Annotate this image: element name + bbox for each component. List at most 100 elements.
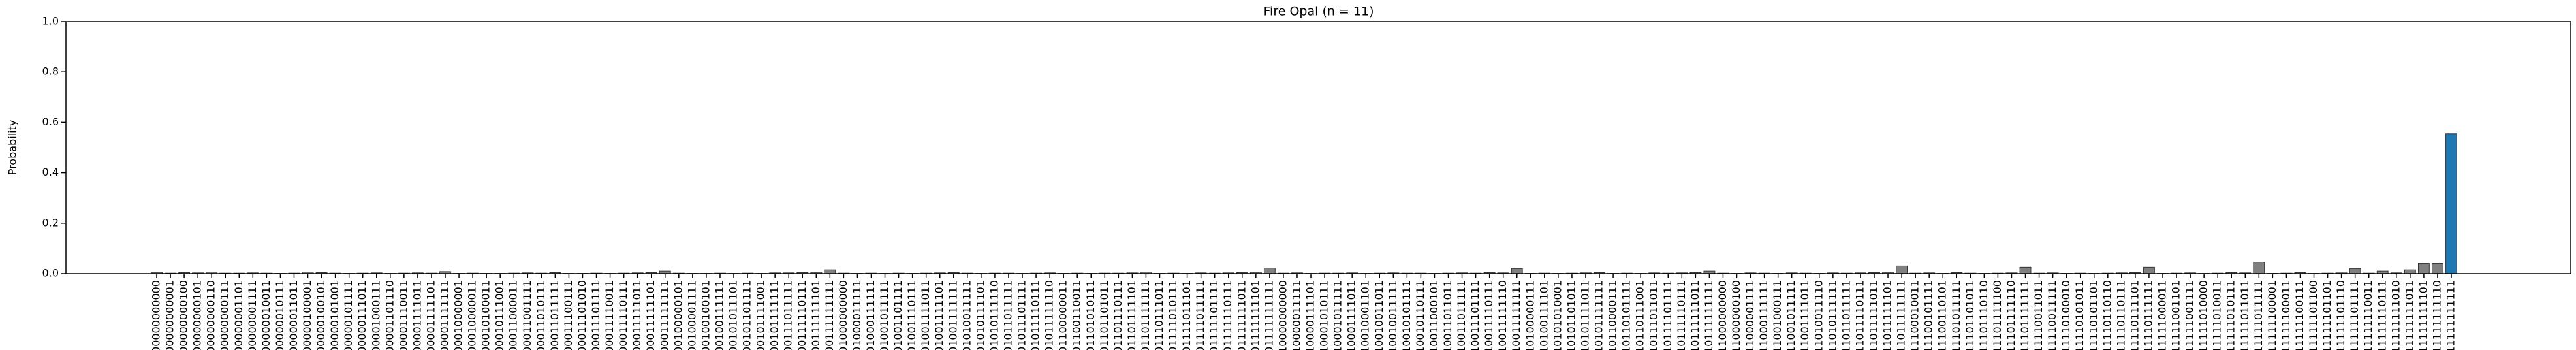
x-tick-label: 11111111011 <box>2403 280 2415 350</box>
x-tick-label: 01111110111 <box>1221 280 1234 350</box>
x-tick-label: 10101010001 <box>1551 280 1563 350</box>
x-tick-label: 01010011111 <box>960 280 973 350</box>
x-tick-label: 00011111111 <box>658 280 670 350</box>
x-tick-label: 10000111101 <box>1304 280 1317 350</box>
x-tick-label: 11111011011 <box>2238 280 2251 350</box>
x-tick-label: 00000011011 <box>287 280 300 350</box>
y-tick-label: 0.4 <box>42 166 59 178</box>
x-tick-label: 01111010111 <box>1167 280 1179 350</box>
x-tick-label: 00101111111 <box>768 280 781 350</box>
y-tick-label: 0.8 <box>42 65 59 78</box>
x-tick-label: 11011111111 <box>1895 280 1908 350</box>
bar <box>2349 268 2361 274</box>
x-tick-label: 01110111011 <box>1153 280 1165 350</box>
x-tick-label: 00011001111 <box>521 280 533 350</box>
bar <box>1511 268 1523 274</box>
x-tick-label: 11000111111 <box>1757 280 1770 350</box>
x-tick-label: 00011011111 <box>548 280 561 350</box>
x-tick-label: 00011010111 <box>535 280 547 350</box>
bar <box>2432 263 2443 274</box>
x-tick-label: 11111000011 <box>2156 280 2168 350</box>
x-tick-label: 00001110011 <box>397 280 409 350</box>
x-tick-label: 11101111100 <box>1991 280 2003 350</box>
x-tick-label: 11111101101 <box>2321 280 2333 350</box>
x-tick-label: 00011100111 <box>562 280 574 350</box>
x-tick-label: 01100110011 <box>1071 280 1083 350</box>
x-tick-label: 00000101001 <box>328 280 341 350</box>
x-tick-label: 01011101111 <box>1016 280 1028 350</box>
x-tick-label: 11001111011 <box>1798 280 1811 350</box>
x-tick-label: 11111011111 <box>2252 280 2265 350</box>
x-tick-label: 01101101011 <box>1098 280 1110 350</box>
x-tick-label: 00011101111 <box>589 280 602 350</box>
x-tick-label: 10010001101 <box>1359 280 1372 350</box>
x-tick-label: 00000000000 <box>150 280 163 350</box>
x-tick-label: 00010000011 <box>466 280 479 350</box>
x-tick-label: 11011011111 <box>1840 280 1852 350</box>
x-tick-label: 00000000001 <box>164 280 176 350</box>
x-tick-label: 10001011111 <box>1332 280 1344 350</box>
bar <box>2417 263 2430 274</box>
x-tick-label: 01011110111 <box>1029 280 1042 350</box>
x-tick-label: 00111111111 <box>823 280 836 350</box>
x-tick-label: 11110011111 <box>2046 280 2058 350</box>
x-tick-label: 01001111011 <box>919 280 932 350</box>
bar <box>2404 269 2416 274</box>
x-tick-label: 01111011101 <box>1180 280 1193 350</box>
x-tick-label: 11011110111 <box>1853 280 1866 350</box>
x-tick-label: 10011000101 <box>1428 280 1440 350</box>
x-tick-label: 10011110111 <box>1483 280 1495 350</box>
x-tick-label: 00011111011 <box>631 280 643 350</box>
x-tick-label: 10010011111 <box>1387 280 1399 350</box>
x-tick-label: 00101111001 <box>755 280 767 350</box>
x-tick-label: 01101110111 <box>1112 280 1124 350</box>
x-tick-label: 11111111110 <box>2430 280 2443 350</box>
x-tick-label: 10011111110 <box>1496 280 1509 350</box>
x-tick-label: 10111111111 <box>1703 280 1715 350</box>
x-tick-label: 11000001111 <box>1744 280 1756 350</box>
x-tick-label: 00011101010 <box>576 280 588 350</box>
x-tick-label: 01011011111 <box>1001 280 1014 350</box>
x-tick-label: 11110100010 <box>2060 280 2072 350</box>
x-tick-label: 01101010111 <box>1084 280 1097 350</box>
bar <box>1263 268 1276 274</box>
x-tick-label: 11001011111 <box>1785 280 1797 350</box>
x-tick-label: 11111101100 <box>2307 280 2319 350</box>
x-tick-label: 00011000011 <box>507 280 520 350</box>
x-tick-label: 11111001101 <box>2170 280 2182 350</box>
x-tick-label: 01111101111 <box>1208 280 1220 350</box>
x-tick-label: 11111101110 <box>2334 280 2347 350</box>
x-tick-label: 00011110111 <box>617 280 629 350</box>
x-tick-label: 11110101101 <box>2087 280 2099 350</box>
x-tick-label: 11101011111 <box>1950 280 1962 350</box>
x-tick-label: 11110110111 <box>2114 280 2127 350</box>
x-tick-label: 10111011011 <box>1648 280 1660 350</box>
x-tick-label: 00000000100 <box>178 280 190 350</box>
x-tick-label: 11110111111 <box>2142 280 2154 350</box>
x-tick-label: 11110011011 <box>2032 280 2045 350</box>
x-tick-label: 01001111101 <box>933 280 945 350</box>
bar <box>824 269 836 274</box>
x-tick-label: 10011011111 <box>1455 280 1468 350</box>
x-tick-label: 11100101111 <box>1923 280 1935 350</box>
x-tick-label: 01001101111 <box>892 280 904 350</box>
bar <box>2445 133 2457 274</box>
x-tick-label: 10111111011 <box>1689 280 1701 350</box>
plot-frame <box>65 21 2571 274</box>
x-tick-label: 00000010011 <box>260 280 272 350</box>
x-tick-label: 00111110111 <box>796 280 808 350</box>
x-tick-label: 11111100001 <box>2266 280 2278 350</box>
x-tick-label: 00000001101 <box>232 280 245 350</box>
x-tick-label: 10100000111 <box>1524 280 1536 350</box>
x-tick-label: 11101111110 <box>2005 280 2017 350</box>
x-tick-label: 00000101111 <box>342 280 354 350</box>
x-tick-label: 10111101111 <box>1661 280 1674 350</box>
x-tick-label: 11110111101 <box>2128 280 2141 350</box>
x-tick-label: 01010111101 <box>974 280 986 350</box>
x-tick-label: 01011111110 <box>1043 280 1056 350</box>
x-tick-label: 10001111011 <box>1345 280 1358 350</box>
x-tick-label: 00001111101 <box>424 280 437 350</box>
bar <box>2143 266 2155 274</box>
